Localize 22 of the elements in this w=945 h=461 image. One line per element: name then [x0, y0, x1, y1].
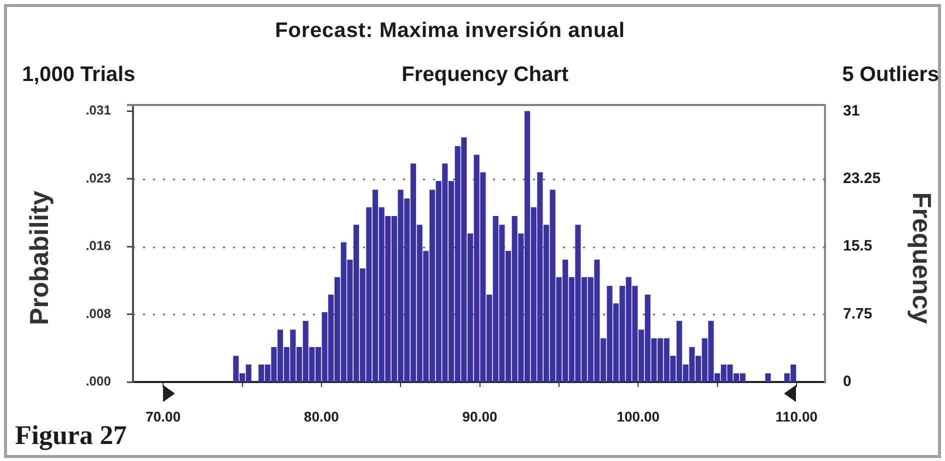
y2-tick-label: 31 [843, 102, 860, 120]
x-tick-label: 110.00 [775, 408, 818, 424]
x-tick-label: 70.00 [146, 408, 181, 424]
y2-tick-label: 0 [843, 373, 852, 390]
y2-axis-title: Frequency [907, 192, 937, 324]
chart-title: Forecast: Maxima inversión anual [274, 19, 626, 42]
text: 1,000 Trials [22, 63, 136, 86]
y2-tick-label: 23.25 [843, 170, 881, 187]
x-tick-label: 90.00 [462, 408, 498, 424]
x-tick-label: 80.00 [304, 408, 340, 424]
y-tick-label: .016 [86, 238, 111, 254]
y2-tick-label: 7.75 [843, 305, 872, 322]
y-tick-label: .023 [86, 170, 111, 186]
y-tick-label: .008 [86, 306, 111, 321]
y-axis-title: Probability [24, 190, 54, 326]
text: Figura 27 [15, 420, 127, 450]
chart-subtitle: Frequency Chart [402, 63, 568, 86]
text: 5 Outliers [842, 63, 939, 86]
x-tick-label: 100.00 [616, 408, 660, 424]
y2-tick-label: 15.5 [843, 238, 872, 255]
y-tick-label: .031 [86, 102, 111, 118]
y-tick-label: .000 [86, 374, 111, 389]
